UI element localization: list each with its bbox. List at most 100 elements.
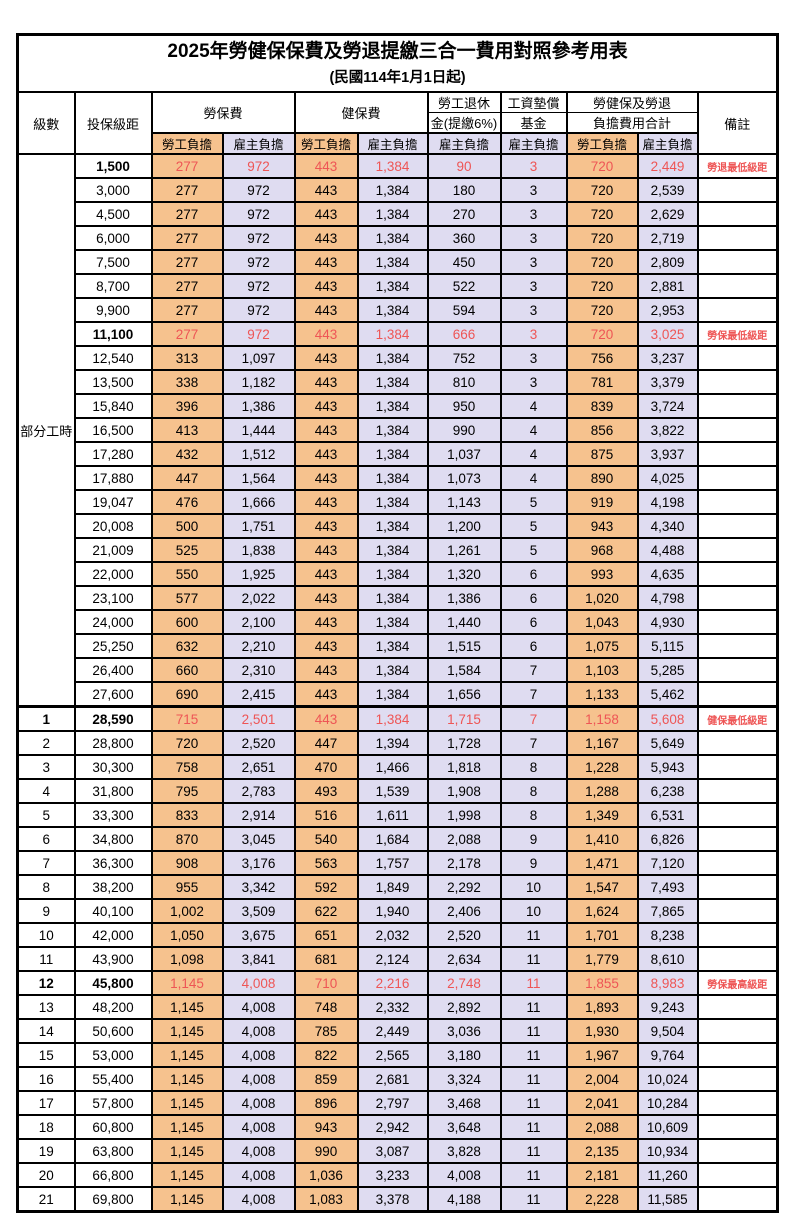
cell-pension-employer: 270 [426, 201, 502, 227]
cell-labor-worker: 690 [150, 681, 224, 708]
cell-health-worker: 859 [293, 1066, 359, 1092]
cell-bracket: 42,000 [73, 922, 153, 948]
cell-health-employer: 1,684 [356, 826, 429, 852]
cell-wage-fund-employer: 3 [499, 177, 568, 203]
cell-labor-employer: 4,008 [221, 1066, 296, 1092]
cell-labor-worker: 1,145 [150, 970, 224, 996]
cell-labor-worker: 277 [150, 225, 224, 251]
cell-pension-employer: 2,178 [426, 850, 502, 876]
cell-total-employer: 4,025 [636, 465, 699, 491]
cell-bracket: 30,300 [73, 754, 153, 780]
cell-bracket: 23,100 [73, 585, 153, 611]
cell-total-employer: 4,635 [636, 561, 699, 587]
cell-remark: 勞保最高級距 [696, 970, 779, 996]
cell-total-employer: 3,822 [636, 417, 699, 443]
cell-wage-fund-employer: 11 [499, 1114, 568, 1140]
cell-remark [696, 754, 779, 780]
cell-bracket: 28,800 [73, 730, 153, 756]
cell-labor-worker: 758 [150, 754, 224, 780]
cell-pension-employer: 4,188 [426, 1186, 502, 1213]
cell-health-worker: 592 [293, 874, 359, 900]
cell-total-employer: 9,504 [636, 1018, 699, 1044]
cell-health-employer: 2,124 [356, 946, 429, 972]
table-row: 4 31,800 795 2,783 493 1,539 1,908 8 1,288 6,238 [16, 778, 779, 804]
cell-wage-fund-employer: 11 [499, 946, 568, 972]
cell-total-employer: 5,285 [636, 657, 699, 683]
cell-health-employer: 1,384 [356, 585, 429, 611]
cell-total-employer: 3,237 [636, 345, 699, 371]
cell-health-worker: 443 [293, 681, 359, 708]
cell-labor-employer: 4,008 [221, 1186, 296, 1213]
cell-bracket: 12,540 [73, 345, 153, 371]
cell-remark [696, 561, 779, 587]
cell-pension-employer: 180 [426, 177, 502, 203]
cell-health-worker: 443 [293, 321, 359, 347]
cell-health-employer: 1,611 [356, 802, 429, 828]
cell-wage-fund-employer: 11 [499, 1138, 568, 1164]
cell-health-worker: 943 [293, 1114, 359, 1140]
cell-remark [696, 1090, 779, 1116]
cell-wage-fund-employer: 4 [499, 417, 568, 443]
cell-total-worker: 1,930 [565, 1018, 639, 1044]
cell-bracket: 66,800 [73, 1162, 153, 1188]
cell-wage-fund-employer: 6 [499, 585, 568, 611]
cell-remark [696, 898, 779, 924]
cell-total-worker: 875 [565, 441, 639, 467]
cell-bracket: 6,000 [73, 225, 153, 251]
table-row: 21 69,800 1,145 4,008 1,083 3,378 4,188 11 2,228… [16, 1186, 779, 1213]
table-row: 1 28,590 715 2,501 443 1,384 1,715 7 1,158 5,608 健… [16, 705, 779, 732]
cell-total-worker: 720 [565, 201, 639, 227]
cell-wage-fund-employer: 3 [499, 345, 568, 371]
cell-total-employer: 10,024 [636, 1066, 699, 1092]
cell-wage-fund-employer: 7 [499, 681, 568, 708]
cell-health-worker: 443 [293, 297, 359, 323]
table-row: 17,280 432 1,512 443 1,384 1,037 4 875 3,937 [18, 441, 779, 467]
cell-wage-fund-employer: 7 [499, 657, 568, 683]
cell-health-employer: 2,032 [356, 922, 429, 948]
cell-health-employer: 1,384 [356, 705, 429, 732]
table-row: 20,008 500 1,751 443 1,384 1,200 5 943 4,340 [18, 513, 779, 539]
cell-bracket: 33,300 [73, 802, 153, 828]
cell-pension-employer: 1,908 [426, 778, 502, 804]
cell-total-worker: 890 [565, 465, 639, 491]
cell-total-worker: 943 [565, 513, 639, 539]
cell-remark [696, 345, 779, 371]
cell-pension-employer: 1,715 [426, 705, 502, 732]
cell-remark [696, 297, 779, 323]
cell-labor-worker: 277 [150, 297, 224, 323]
cell-remark [696, 874, 779, 900]
cell-labor-employer: 4,008 [221, 1162, 296, 1188]
cell-total-employer: 9,243 [636, 994, 699, 1020]
header-health-insurance: 健保費 [293, 91, 429, 134]
cell-pension-employer: 450 [426, 249, 502, 275]
cell-total-worker: 2,041 [565, 1090, 639, 1116]
cell-total-employer: 6,531 [636, 802, 699, 828]
cell-total-employer: 8,238 [636, 922, 699, 948]
table-row: 2 28,800 720 2,520 447 1,394 1,728 7 1,167 5,649 [16, 730, 779, 756]
cell-level: 18 [16, 1114, 76, 1140]
cell-health-employer: 2,565 [356, 1042, 429, 1068]
cell-level: 20 [16, 1162, 76, 1188]
table-row: 3,000 277 972 443 1,384 180 3 720 2,539 [18, 177, 779, 203]
cell-labor-employer: 2,783 [221, 778, 296, 804]
cell-labor-worker: 432 [150, 441, 224, 467]
cell-total-worker: 1,410 [565, 826, 639, 852]
cell-labor-employer: 2,100 [221, 609, 296, 635]
header-pension-line1: 勞工退休 [426, 91, 502, 113]
cell-remark [696, 922, 779, 948]
cell-health-worker: 540 [293, 826, 359, 852]
cell-wage-fund-employer: 3 [499, 249, 568, 275]
cell-wage-fund-employer: 7 [499, 705, 568, 732]
cell-total-employer: 5,608 [636, 705, 699, 732]
cell-total-employer: 11,260 [636, 1162, 699, 1188]
cell-remark [696, 225, 779, 251]
cell-labor-worker: 1,002 [150, 898, 224, 924]
cell-health-worker: 443 [293, 705, 359, 732]
cell-labor-worker: 908 [150, 850, 224, 876]
cell-pension-employer: 1,037 [426, 441, 502, 467]
cell-health-employer: 1,384 [356, 441, 429, 467]
table-row: 13 48,200 1,145 4,008 748 2,332 2,892 11 1,893 9,… [16, 994, 779, 1020]
cell-health-employer: 1,384 [356, 297, 429, 323]
cell-total-worker: 919 [565, 489, 639, 515]
header-remark: 備註 [696, 91, 779, 155]
